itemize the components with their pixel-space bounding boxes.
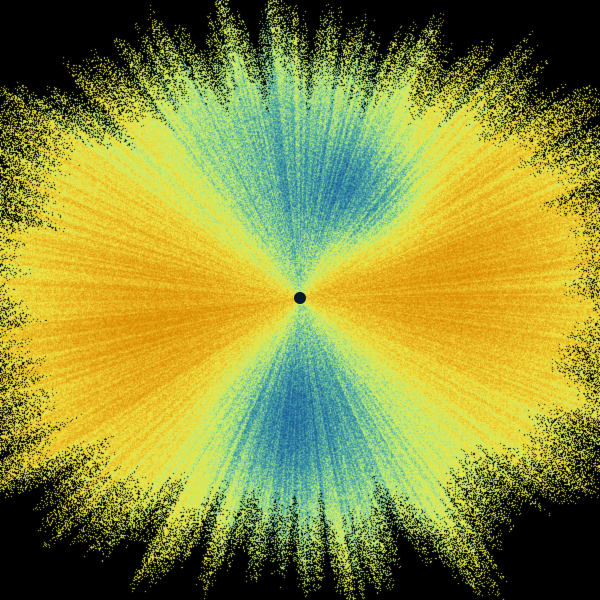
- radar-center-marker: [294, 292, 306, 304]
